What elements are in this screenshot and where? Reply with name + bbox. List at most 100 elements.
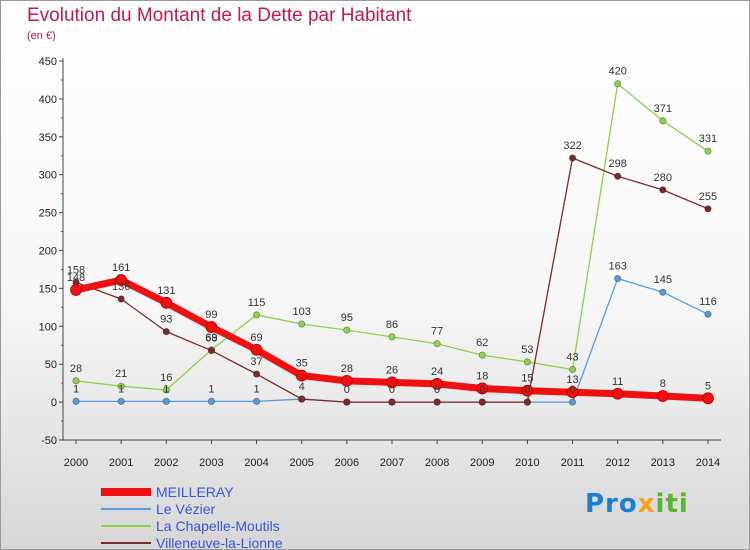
data-label-la-chapelle-moutils: 16 bbox=[160, 372, 172, 384]
data-label-meilleray: 35 bbox=[296, 358, 308, 370]
data-label-le-vezier: 0 bbox=[344, 384, 350, 396]
data-point-villeneuve-la-lionne bbox=[252, 370, 261, 378]
data-label-la-chapelle-moutils: 331 bbox=[699, 133, 717, 145]
data-label-le-vezier: 0 bbox=[569, 384, 575, 396]
data-point-le-vezier bbox=[659, 288, 667, 296]
data-point-meilleray bbox=[611, 387, 624, 400]
data-label-villeneuve-la-lionne: 322 bbox=[563, 140, 581, 152]
data-point-le-vezier bbox=[568, 398, 577, 406]
data-label-meilleray: 99 bbox=[205, 309, 217, 321]
data-label-le-vezier: 116 bbox=[699, 296, 717, 308]
data-label-la-chapelle-moutils: 43 bbox=[566, 352, 578, 364]
legend: MEILLERAY Le Vézier La Chapelle-Moutils Vil… bbox=[101, 484, 401, 549]
data-label-la-chapelle-moutils: 28 bbox=[70, 363, 82, 375]
y-tick-label: 350 bbox=[39, 132, 57, 144]
data-point-meilleray bbox=[566, 386, 579, 399]
data-point-villeneuve-la-lionne bbox=[704, 205, 712, 213]
data-point-la-chapelle-moutils bbox=[117, 382, 125, 390]
data-label-meilleray: 131 bbox=[157, 285, 175, 297]
x-tick-label: 2002 bbox=[154, 457, 178, 469]
x-tick-label: 2013 bbox=[651, 457, 675, 469]
data-point-meilleray bbox=[160, 296, 173, 309]
x-tick-label: 2010 bbox=[515, 457, 539, 469]
data-point-la-chapelle-moutils bbox=[614, 80, 622, 88]
y-tick-label: 400 bbox=[39, 94, 57, 106]
data-point-la-chapelle-moutils bbox=[252, 311, 261, 319]
data-point-villeneuve-la-lionne bbox=[433, 398, 441, 406]
y-tick-label: 200 bbox=[39, 246, 57, 258]
data-point-villeneuve-la-lionne bbox=[659, 186, 667, 194]
data-point-le-vezier bbox=[117, 397, 125, 405]
legend-item-villeneuve-la-lionne: Villeneuve-la-Lionne bbox=[101, 535, 401, 549]
data-label-le-vezier: 1 bbox=[118, 383, 124, 395]
data-label-meilleray: 161 bbox=[112, 262, 130, 274]
data-label-la-chapelle-moutils: 21 bbox=[115, 368, 127, 380]
data-label-meilleray: 13 bbox=[566, 374, 578, 386]
x-tick-label: 2012 bbox=[605, 457, 629, 469]
data-point-villeneuve-la-lionne bbox=[523, 398, 532, 406]
data-label-la-chapelle-moutils: 69 bbox=[205, 332, 217, 344]
data-point-meilleray bbox=[295, 369, 308, 382]
data-point-villeneuve-la-lionne bbox=[388, 398, 396, 406]
data-label-la-chapelle-moutils: 77 bbox=[431, 326, 443, 338]
data-point-la-chapelle-moutils bbox=[433, 340, 441, 348]
y-tick-label: 450 bbox=[39, 56, 57, 68]
data-label-villeneuve-la-lionne: 136 bbox=[112, 281, 130, 293]
legend-label: Le Vézier bbox=[156, 501, 216, 517]
data-label-villeneuve-la-lionne: 298 bbox=[609, 158, 627, 170]
data-label-le-vezier: 163 bbox=[609, 261, 627, 273]
data-label-le-vezier: 1 bbox=[163, 383, 169, 395]
data-point-meilleray bbox=[205, 321, 218, 333]
legend-label: La Chapelle-Moutils bbox=[156, 518, 280, 534]
data-label-la-chapelle-moutils: 95 bbox=[341, 312, 353, 324]
data-point-villeneuve-la-lionne bbox=[478, 398, 486, 406]
data-label-la-chapelle-moutils: 86 bbox=[386, 319, 398, 331]
data-label-la-chapelle-moutils: 371 bbox=[654, 103, 672, 115]
proxiti-logo: Proxiti bbox=[585, 489, 689, 519]
data-label-villeneuve-la-lionne: 158 bbox=[67, 264, 85, 276]
data-label-meilleray: 11 bbox=[612, 376, 623, 388]
y-tick-label: 100 bbox=[39, 321, 57, 333]
y-tick-label: -50 bbox=[41, 435, 57, 447]
legend-item-la-chapelle-moutils: La Chapelle-Moutils bbox=[101, 518, 401, 535]
data-point-le-vezier bbox=[162, 397, 170, 405]
data-point-le-vezier bbox=[252, 397, 261, 405]
data-point-meilleray bbox=[250, 343, 263, 356]
data-label-le-vezier: 0 bbox=[434, 384, 440, 396]
data-label-la-chapelle-moutils: 115 bbox=[248, 297, 266, 309]
chart-unit: (en €) bbox=[27, 30, 56, 42]
data-label-la-chapelle-moutils: 53 bbox=[521, 344, 533, 356]
data-label-meilleray: 26 bbox=[386, 364, 398, 376]
data-point-villeneuve-la-lionne bbox=[614, 172, 622, 180]
data-point-la-chapelle-moutils bbox=[72, 377, 80, 385]
legend-swatch bbox=[101, 488, 151, 496]
series-line-la-chapelle-moutils bbox=[75, 83, 709, 391]
data-point-villeneuve-la-lionne bbox=[162, 328, 170, 336]
y-tick-label: 250 bbox=[39, 208, 57, 220]
data-label-le-vezier: 1 bbox=[208, 383, 214, 395]
data-point-la-chapelle-moutils bbox=[478, 351, 486, 359]
data-label-le-vezier: 4 bbox=[299, 381, 305, 393]
data-point-le-vezier bbox=[72, 397, 80, 405]
data-point-la-chapelle-moutils bbox=[388, 333, 396, 341]
data-point-le-vezier bbox=[614, 274, 622, 283]
data-point-meilleray bbox=[115, 274, 128, 286]
x-tick-label: 2014 bbox=[696, 457, 720, 469]
data-point-le-vezier bbox=[704, 310, 712, 318]
data-point-meilleray bbox=[702, 392, 714, 405]
data-point-le-vezier bbox=[207, 397, 216, 405]
data-label-le-vezier: 0 bbox=[389, 384, 395, 396]
data-label-meilleray: 8 bbox=[660, 378, 666, 390]
data-label-le-vezier: 0 bbox=[479, 384, 485, 396]
x-tick-label: 2000 bbox=[64, 457, 88, 469]
x-tick-label: 2008 bbox=[425, 457, 449, 469]
data-label-meilleray: 5 bbox=[705, 380, 711, 392]
y-tick-label: 150 bbox=[39, 283, 57, 295]
data-label-le-vezier: 145 bbox=[654, 274, 672, 286]
data-label-la-chapelle-moutils: 103 bbox=[293, 306, 311, 318]
data-point-meilleray bbox=[656, 390, 669, 402]
x-tick-label: 2003 bbox=[199, 457, 223, 469]
data-label-villeneuve-la-lionne: 280 bbox=[654, 172, 672, 184]
x-tick-label: 2004 bbox=[244, 457, 268, 469]
